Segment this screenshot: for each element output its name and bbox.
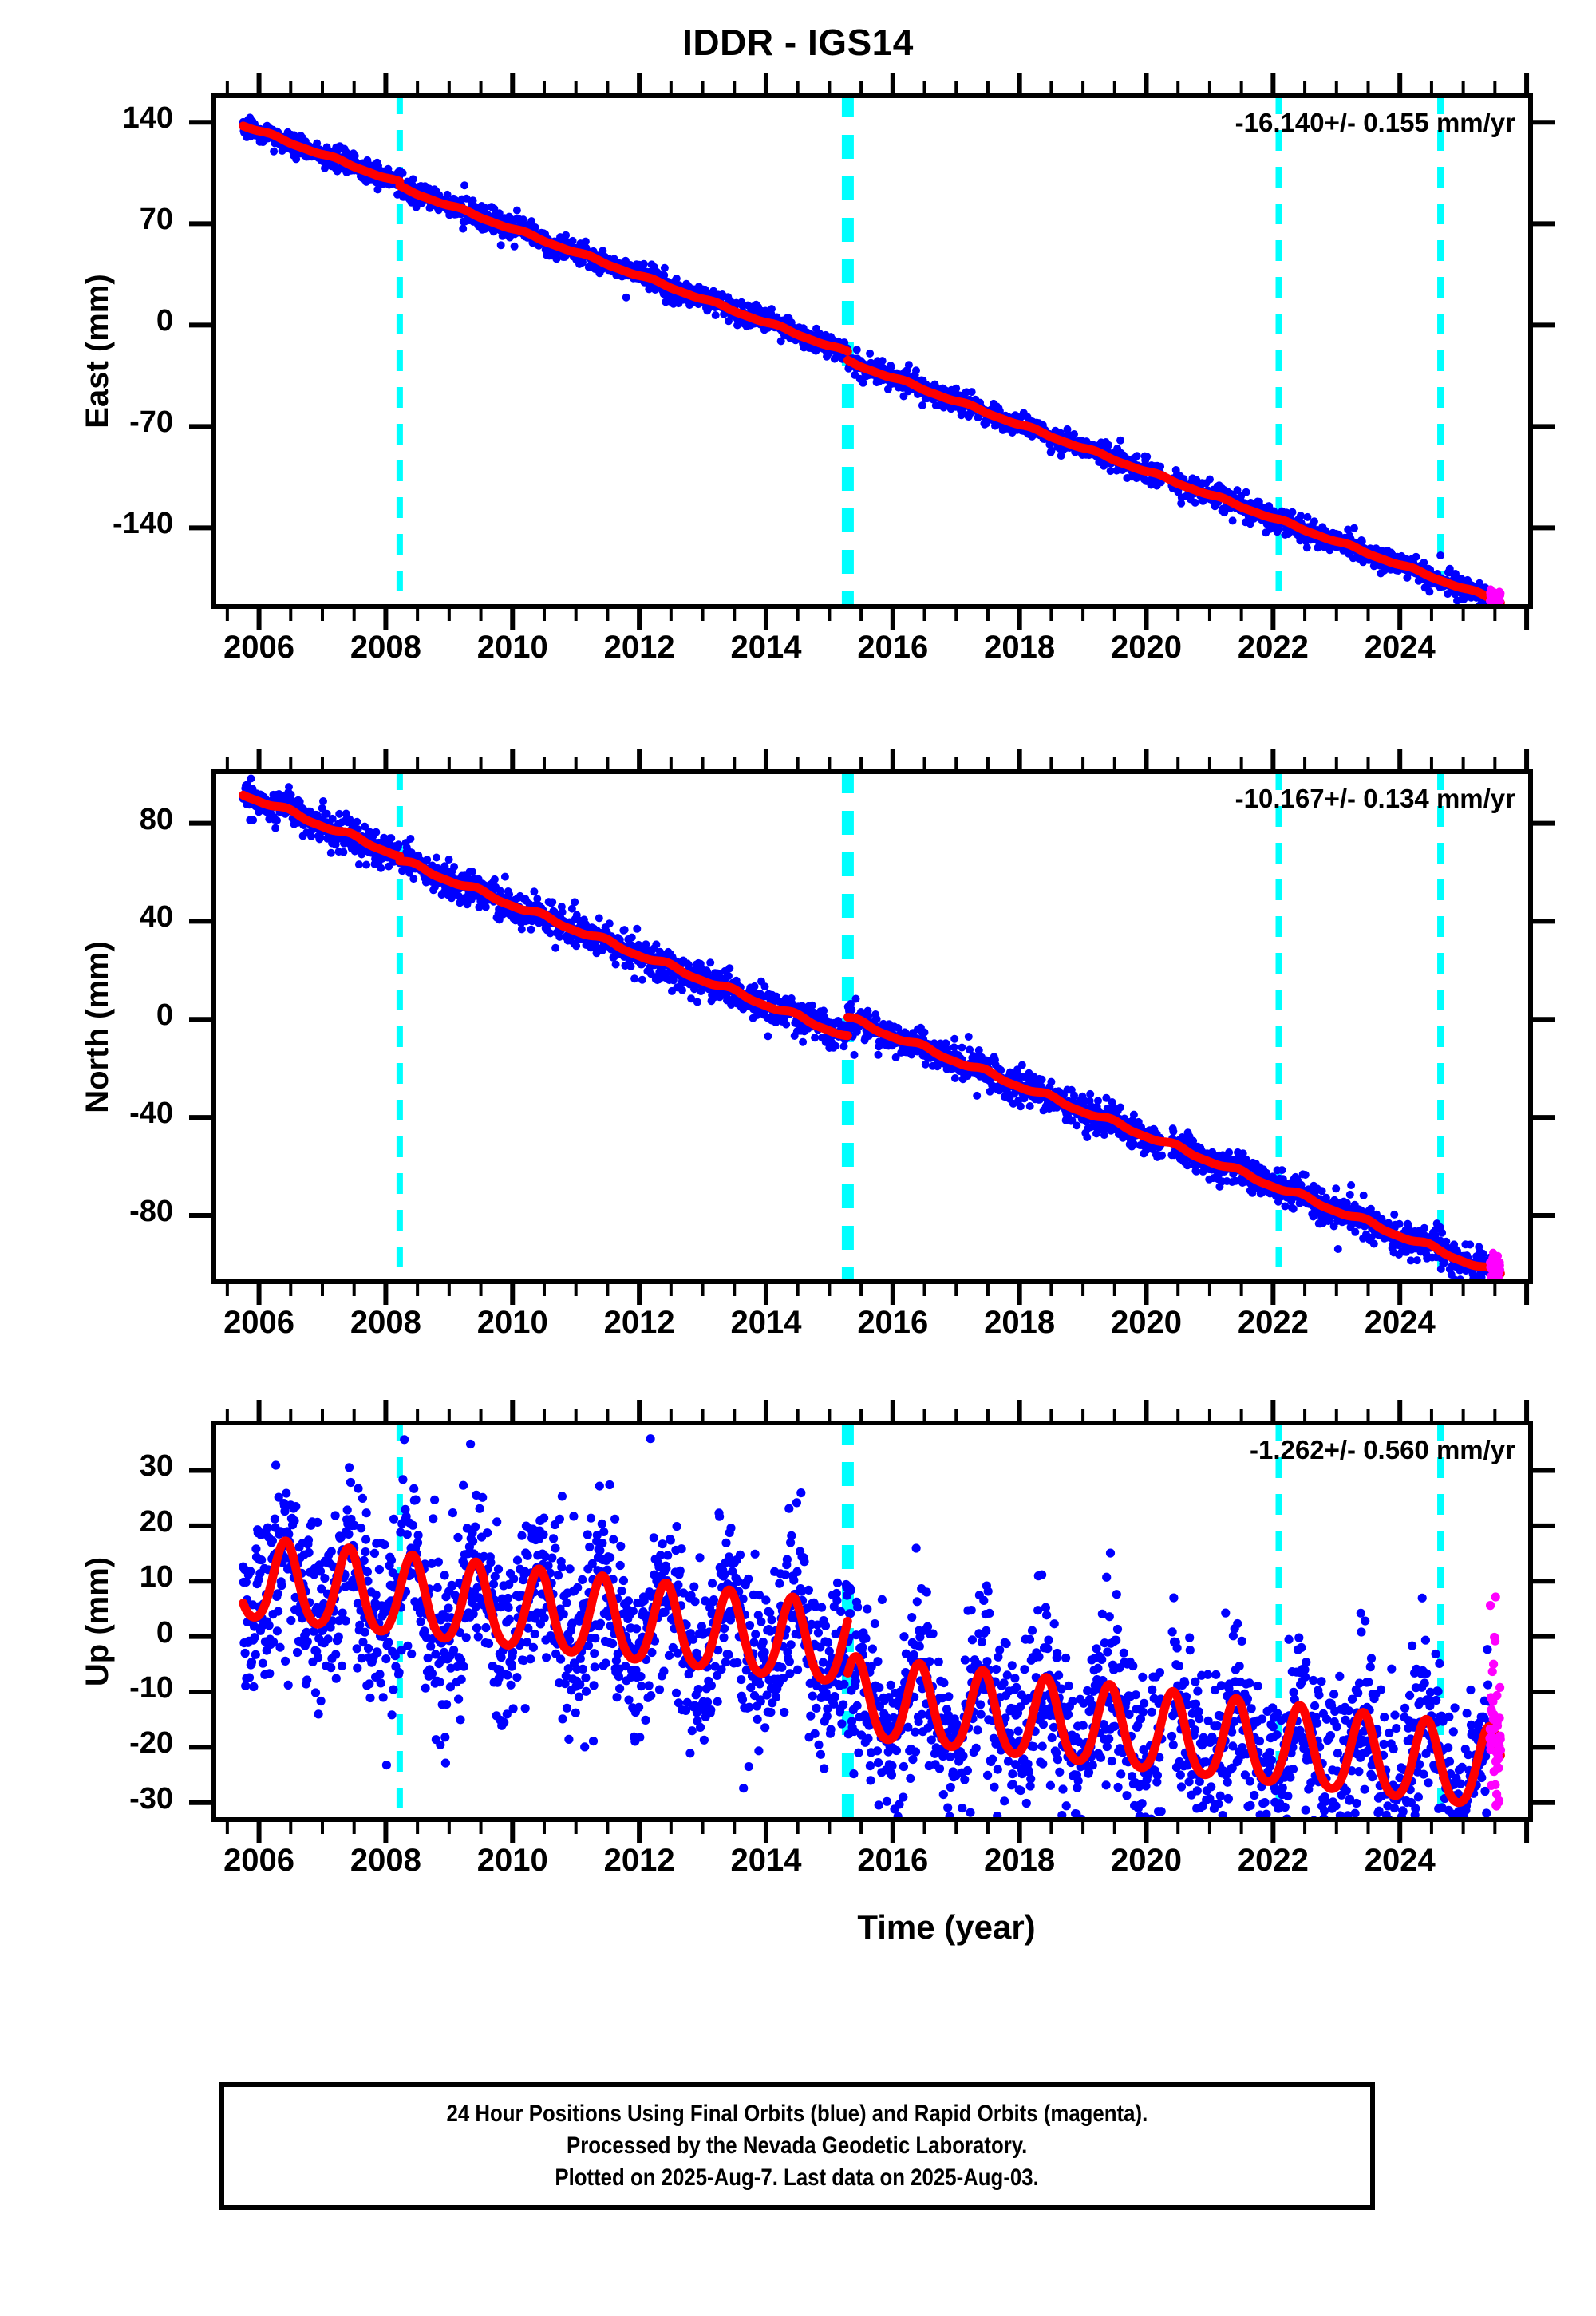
xtick-label-north-0: 2006 xyxy=(223,1305,295,1340)
model-segment-3 xyxy=(1274,1184,1445,1255)
xtick-label-east-7: 2020 xyxy=(1111,630,1182,665)
model-segment-2 xyxy=(843,1652,1283,1786)
xtick-label-east-3: 2012 xyxy=(603,630,675,665)
rapid-orbit-scatter-path xyxy=(1486,585,1505,609)
ytick-label-north-3: -40 xyxy=(129,1097,173,1131)
ytick-label-east-4: -140 xyxy=(112,507,173,541)
model-segment-1 xyxy=(395,181,852,356)
xtick-label-north-8: 2022 xyxy=(1237,1305,1309,1340)
xtick-label-up-6: 2018 xyxy=(984,1843,1056,1878)
xtick-label-north-4: 2014 xyxy=(730,1305,802,1340)
page-title: IDDR - IGS14 xyxy=(682,22,914,63)
ytick-label-up-2: 10 xyxy=(139,1560,173,1595)
ytick-label-east-0: 140 xyxy=(122,101,173,136)
xtick-label-up-0: 2006 xyxy=(223,1843,295,1878)
xtick-label-east-8: 2022 xyxy=(1237,630,1309,665)
model-segment-0 xyxy=(239,790,405,860)
xtick-label-up-4: 2014 xyxy=(730,1843,802,1878)
plot-area-north xyxy=(211,769,1533,1284)
ytick-label-north-4: -80 xyxy=(129,1195,173,1228)
ytick-label-up-1: 20 xyxy=(139,1504,173,1539)
xtick-label-east-0: 2006 xyxy=(223,630,295,665)
model-segment-1 xyxy=(395,856,852,1041)
xtick-label-east-4: 2014 xyxy=(730,630,802,665)
plot-area-east xyxy=(211,93,1533,609)
caption-line-1: Processed by the Nevada Geodetic Laborat… xyxy=(567,2132,1028,2160)
xtick-label-up-8: 2022 xyxy=(1237,1843,1309,1878)
caption-box: 24 Hour Positions Using Final Orbits (bl… xyxy=(219,2082,1375,2210)
ytick-label-up-4: -10 xyxy=(129,1670,173,1705)
rate-label-east: -16.140+/- 0.155 mm/yr xyxy=(1235,108,1515,137)
axes-frame-up xyxy=(211,1421,1533,1822)
model-segment-0 xyxy=(239,1536,405,1636)
xtick-label-north-3: 2012 xyxy=(603,1305,675,1340)
xtick-label-up-7: 2020 xyxy=(1111,1843,1182,1878)
xtick-label-up-2: 2010 xyxy=(476,1843,548,1878)
ytick-label-up-6: -30 xyxy=(129,1781,173,1816)
axes-frame-east xyxy=(211,93,1533,609)
xtick-label-east-9: 2024 xyxy=(1364,630,1436,665)
xtick-label-north-7: 2020 xyxy=(1111,1305,1182,1340)
xtick-label-north-2: 2010 xyxy=(476,1305,548,1340)
ytick-label-east-3: -70 xyxy=(129,405,173,440)
xtick-label-east-6: 2018 xyxy=(984,630,1056,665)
xtick-label-up-3: 2012 xyxy=(603,1843,675,1878)
rapid-orbit-points xyxy=(1486,1248,1505,1284)
xtick-label-up-9: 2024 xyxy=(1364,1843,1436,1878)
ytick-label-up-5: -20 xyxy=(129,1726,173,1761)
caption-line-0: 24 Hour Positions Using Final Orbits (bl… xyxy=(446,2101,1148,2128)
rate-label-north: -10.167+/- 0.134 mm/yr xyxy=(1235,784,1515,813)
ytick-label-up-0: 30 xyxy=(139,1449,173,1484)
xtick-label-up-1: 2008 xyxy=(350,1843,421,1878)
ytick-label-east-2: 0 xyxy=(156,304,173,338)
axes-frame-north xyxy=(211,769,1533,1284)
model-segment-3 xyxy=(1274,1701,1445,1800)
xtick-label-east-2: 2010 xyxy=(476,630,548,665)
xtick-label-north-5: 2016 xyxy=(857,1305,929,1340)
model-segment-1 xyxy=(395,1550,852,1685)
ytick-label-north-0: 80 xyxy=(139,802,173,836)
rapid-orbit-scatter-path xyxy=(1486,1248,1505,1284)
model-segment-0 xyxy=(239,121,405,186)
model-segment-2 xyxy=(843,1013,1283,1194)
model-segment-2 xyxy=(843,355,1283,524)
ytick-label-east-1: 70 xyxy=(139,203,173,237)
xtick-label-east-1: 2008 xyxy=(350,630,421,665)
xtick-label-north-6: 2018 xyxy=(984,1305,1056,1340)
xtick-label-east-5: 2016 xyxy=(857,630,929,665)
model-segment-3 xyxy=(1274,515,1445,585)
ytick-label-north-1: 40 xyxy=(139,900,173,935)
xtick-label-north-9: 2024 xyxy=(1364,1305,1436,1340)
rate-label-up: -1.262+/- 0.560 mm/yr xyxy=(1250,1435,1515,1464)
y-axis-title-up: Up (mm) xyxy=(80,1556,115,1686)
rapid-orbit-points xyxy=(1486,585,1505,609)
x-axis-title: Time (year) xyxy=(857,1908,1036,1946)
plot-area-up xyxy=(211,1421,1533,1822)
ytick-label-up-3: 0 xyxy=(156,1615,173,1650)
rapid-orbit-scatter-path xyxy=(1485,1592,1506,1811)
ytick-label-north-2: 0 xyxy=(156,998,173,1033)
model-fit-line xyxy=(239,790,1505,1279)
xtick-label-up-5: 2016 xyxy=(857,1843,929,1878)
xtick-label-north-1: 2008 xyxy=(350,1305,421,1340)
rapid-orbit-points xyxy=(1485,1592,1506,1811)
model-fit-line xyxy=(239,121,1505,607)
caption-line-2: Plotted on 2025-Aug-7. Last data on 2025… xyxy=(555,2164,1040,2191)
